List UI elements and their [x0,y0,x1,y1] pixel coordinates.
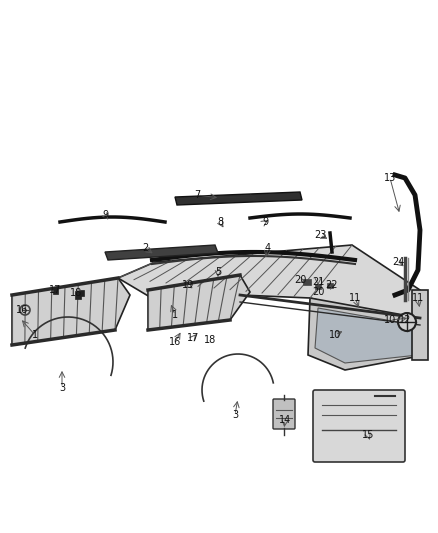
Text: 18: 18 [70,288,82,298]
Bar [80,290,84,296]
Bar [303,279,311,285]
Text: 18: 18 [204,335,216,345]
FancyBboxPatch shape [313,390,405,462]
FancyBboxPatch shape [273,399,295,429]
Text: 23: 23 [314,230,326,240]
Text: 11: 11 [349,293,361,303]
Polygon shape [148,275,250,330]
Text: 22: 22 [326,280,338,290]
Text: 3: 3 [232,410,238,420]
Text: 2: 2 [142,243,148,253]
Text: 11: 11 [412,293,424,303]
Polygon shape [175,192,302,205]
Bar [53,287,57,294]
Text: 20: 20 [312,287,324,297]
Text: 5: 5 [215,267,221,277]
Bar [315,284,321,288]
Text: 17: 17 [187,333,199,343]
Text: 8: 8 [217,217,223,227]
Text: 15: 15 [362,430,374,440]
Text: 10: 10 [384,315,396,325]
Text: 1: 1 [32,330,38,340]
Bar [75,291,81,299]
Polygon shape [315,308,418,363]
Text: 24: 24 [392,257,404,267]
Text: 7: 7 [194,190,200,200]
Text: 12: 12 [399,315,411,325]
Bar [327,282,333,287]
Text: 13: 13 [384,173,396,183]
Text: 14: 14 [279,415,291,425]
Text: 4: 4 [265,243,271,253]
Text: 9: 9 [262,217,268,227]
Text: 21: 21 [312,277,324,287]
Text: 20: 20 [294,275,306,285]
Polygon shape [118,245,420,318]
Polygon shape [105,245,218,260]
Text: 17: 17 [49,285,61,295]
Text: 10: 10 [329,330,341,340]
Polygon shape [308,298,425,370]
Polygon shape [12,278,130,345]
Text: 1: 1 [172,310,178,320]
Polygon shape [412,290,428,360]
Text: 16: 16 [16,305,28,315]
Circle shape [398,313,416,331]
Text: 9: 9 [102,210,108,220]
Text: 3: 3 [59,383,65,393]
Text: 16: 16 [169,337,181,347]
Text: 19: 19 [182,280,194,290]
